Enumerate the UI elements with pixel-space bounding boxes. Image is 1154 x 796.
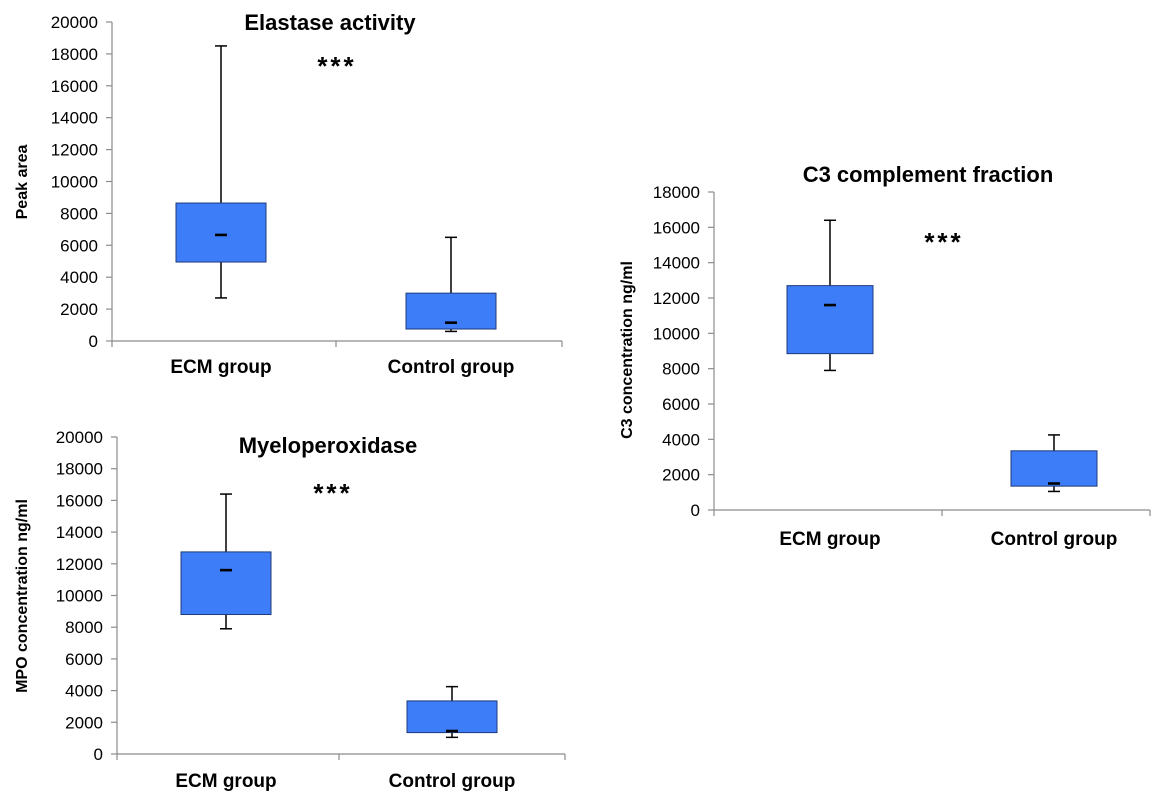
box-plot-ecm [180, 493, 272, 630]
y-tick-label: 0 [94, 745, 103, 764]
box-plot-control [1010, 434, 1098, 493]
box-plot-control [405, 236, 497, 333]
y-axis-label: Peak area [14, 145, 31, 220]
chart-title: Myeloperoxidase [239, 433, 418, 458]
iqr-box [786, 285, 874, 355]
y-tick-label: 10000 [56, 587, 103, 606]
significance-annotation: *** [924, 227, 963, 257]
y-axis-label: MPO concentration ng/ml [14, 499, 31, 693]
box-plot-ecm [786, 219, 874, 372]
y-tick-label: 16000 [51, 77, 98, 96]
y-tick-label: 10000 [653, 324, 700, 343]
y-tick-label: 14000 [51, 109, 98, 128]
y-tick-label: 0 [89, 332, 98, 351]
iqr-box [1010, 450, 1098, 487]
significance-annotation: *** [317, 51, 356, 81]
iqr-box [180, 551, 272, 616]
x-category-label: ECM group [779, 529, 880, 550]
y-tick-label: 14000 [56, 523, 103, 542]
y-tick-label: 20000 [51, 13, 98, 32]
box-plot-ecm [175, 45, 267, 299]
x-category-label: Control group [991, 529, 1118, 550]
chart-panel-c3: C3 complement fraction 0 2000 4000 6000 8000 1… [619, 162, 1151, 550]
iqr-box [406, 700, 498, 734]
y-tick-label: 4000 [60, 268, 98, 287]
y-tick-label: 20000 [56, 428, 103, 447]
y-tick-label: 16000 [56, 491, 103, 510]
chart-panel-myeloperoxidase: Myeloperoxidase 0 2000 4000 6000 8000 10000 120… [14, 428, 566, 792]
y-tick-label: 18000 [653, 183, 700, 202]
y-tick-label: 12000 [653, 289, 700, 308]
x-category-label: Control group [388, 357, 515, 378]
y-tick-label: 6000 [662, 395, 700, 414]
x-category-label: ECM group [175, 771, 276, 792]
iqr-box [175, 202, 267, 263]
y-tick-label: 12000 [51, 141, 98, 160]
y-tick-label: 18000 [56, 460, 103, 479]
y-tick-label: 6000 [60, 236, 98, 255]
y-tick-label: 2000 [662, 466, 700, 485]
chart-title: Elastase activity [244, 10, 416, 35]
x-category-label: ECM group [170, 357, 271, 378]
y-tick-label: 12000 [56, 555, 103, 574]
significance-annotation: *** [313, 478, 352, 508]
y-axis-label: C3 concentration ng/ml [619, 261, 636, 439]
y-tick-label: 18000 [51, 45, 98, 64]
y-tick-label: 4000 [65, 682, 103, 701]
y-tick-label: 6000 [65, 650, 103, 669]
y-tick-label: 10000 [51, 173, 98, 192]
chart-panel-elastase: Elastase activity 0 2000 4000 6000 8000 10000 1… [14, 10, 563, 378]
y-tick-label: 14000 [653, 254, 700, 273]
y-tick-label: 16000 [653, 218, 700, 237]
y-tick-label: 2000 [60, 300, 98, 319]
y-tick-label: 4000 [662, 430, 700, 449]
y-tick-label: 0 [691, 501, 700, 520]
box-plot-control [406, 685, 498, 739]
x-category-label: Control group [389, 771, 516, 792]
y-tick-label: 2000 [65, 713, 103, 732]
y-tick-label: 8000 [65, 618, 103, 637]
y-tick-label: 8000 [60, 204, 98, 223]
y-tick-label: 8000 [662, 360, 700, 379]
chart-title: C3 complement fraction [803, 162, 1054, 187]
